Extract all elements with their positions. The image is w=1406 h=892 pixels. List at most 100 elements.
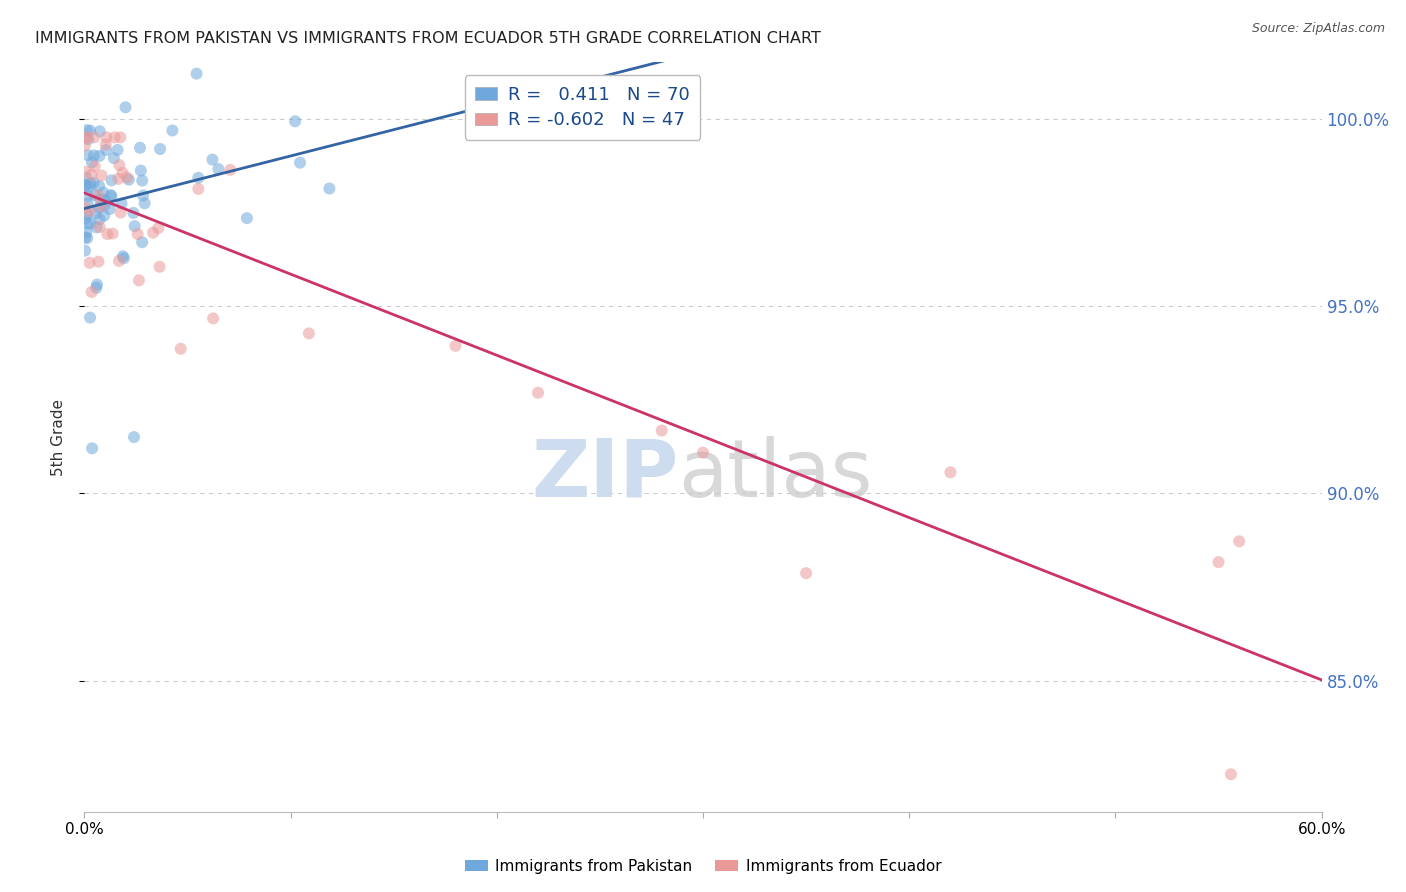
Point bbox=[169, 342, 191, 356]
Point bbox=[111, 249, 134, 263]
Point bbox=[76, 217, 98, 231]
Point bbox=[80, 168, 103, 182]
Point bbox=[86, 277, 108, 292]
Point bbox=[96, 130, 118, 145]
Point bbox=[89, 179, 111, 194]
Point bbox=[187, 170, 209, 185]
Point bbox=[162, 123, 184, 137]
Text: ZIP: ZIP bbox=[531, 435, 678, 514]
Point bbox=[108, 254, 131, 268]
Point bbox=[527, 385, 550, 400]
Point bbox=[76, 123, 98, 137]
Point bbox=[104, 130, 127, 145]
Point bbox=[110, 130, 132, 145]
Point bbox=[79, 217, 101, 231]
Point bbox=[131, 235, 153, 250]
Point bbox=[444, 339, 467, 353]
Point bbox=[1227, 534, 1250, 549]
Point bbox=[692, 445, 714, 459]
Point bbox=[76, 148, 98, 162]
Point bbox=[76, 231, 98, 245]
Point bbox=[86, 220, 108, 235]
Point bbox=[118, 172, 141, 186]
Point bbox=[127, 227, 149, 241]
Point bbox=[122, 430, 145, 444]
Point bbox=[89, 220, 111, 235]
Point bbox=[75, 201, 97, 215]
Point bbox=[651, 424, 673, 438]
Text: atlas: atlas bbox=[678, 435, 873, 514]
Point bbox=[219, 162, 242, 177]
Point bbox=[94, 143, 117, 157]
Point bbox=[77, 204, 100, 219]
Point bbox=[201, 153, 224, 167]
Point bbox=[318, 181, 340, 195]
Point bbox=[89, 149, 111, 163]
Point bbox=[284, 114, 307, 128]
Point bbox=[73, 138, 96, 153]
Point bbox=[93, 209, 115, 223]
Point bbox=[75, 170, 97, 185]
Point bbox=[89, 124, 111, 138]
Point bbox=[89, 201, 111, 215]
Point bbox=[80, 155, 103, 169]
Point bbox=[77, 189, 100, 203]
Point bbox=[207, 162, 229, 177]
Point bbox=[93, 198, 115, 212]
Point bbox=[110, 196, 132, 211]
Point bbox=[298, 326, 321, 341]
Point bbox=[100, 189, 122, 203]
Point bbox=[134, 196, 156, 211]
Point bbox=[148, 221, 170, 235]
Point bbox=[128, 273, 150, 287]
Point bbox=[96, 227, 118, 242]
Point bbox=[112, 251, 135, 265]
Point bbox=[79, 256, 101, 270]
Point bbox=[82, 442, 104, 456]
Point bbox=[114, 100, 136, 114]
Point bbox=[90, 199, 112, 213]
Point bbox=[76, 196, 98, 211]
Point bbox=[73, 211, 96, 226]
Point bbox=[149, 260, 172, 274]
Point bbox=[94, 137, 117, 152]
Point bbox=[89, 192, 111, 206]
Point bbox=[129, 163, 152, 178]
Point bbox=[132, 188, 155, 202]
Point bbox=[93, 186, 115, 200]
Point bbox=[87, 254, 110, 268]
Legend: Immigrants from Pakistan, Immigrants from Ecuador: Immigrants from Pakistan, Immigrants fro… bbox=[458, 853, 948, 880]
Point bbox=[79, 177, 101, 191]
Point bbox=[73, 244, 96, 258]
Point bbox=[236, 211, 259, 226]
Point bbox=[288, 155, 311, 169]
Legend: R =   0.411   N = 70, R = -0.602   N = 47: R = 0.411 N = 70, R = -0.602 N = 47 bbox=[464, 75, 700, 140]
Point bbox=[80, 285, 103, 299]
Point bbox=[187, 182, 209, 196]
Point bbox=[129, 141, 152, 155]
Point bbox=[100, 173, 122, 187]
Point bbox=[84, 206, 107, 220]
Point bbox=[79, 179, 101, 194]
Point bbox=[115, 170, 138, 185]
Point bbox=[73, 165, 96, 179]
Point bbox=[77, 132, 100, 146]
Point bbox=[1208, 555, 1230, 569]
Point bbox=[75, 178, 97, 193]
Point bbox=[131, 173, 153, 187]
Point bbox=[142, 226, 165, 240]
Point bbox=[83, 188, 105, 202]
Point bbox=[75, 130, 97, 145]
Point bbox=[100, 188, 122, 202]
Point bbox=[83, 130, 105, 145]
Point bbox=[83, 148, 105, 162]
Point bbox=[110, 205, 132, 219]
Point bbox=[1219, 767, 1241, 781]
Point bbox=[108, 158, 131, 172]
Point bbox=[90, 169, 112, 183]
Point bbox=[89, 212, 111, 227]
Text: IMMIGRANTS FROM PAKISTAN VS IMMIGRANTS FROM ECUADOR 5TH GRADE CORRELATION CHART: IMMIGRANTS FROM PAKISTAN VS IMMIGRANTS F… bbox=[35, 31, 821, 46]
Point bbox=[98, 202, 121, 216]
Point bbox=[107, 171, 129, 186]
Text: Source: ZipAtlas.com: Source: ZipAtlas.com bbox=[1251, 22, 1385, 36]
